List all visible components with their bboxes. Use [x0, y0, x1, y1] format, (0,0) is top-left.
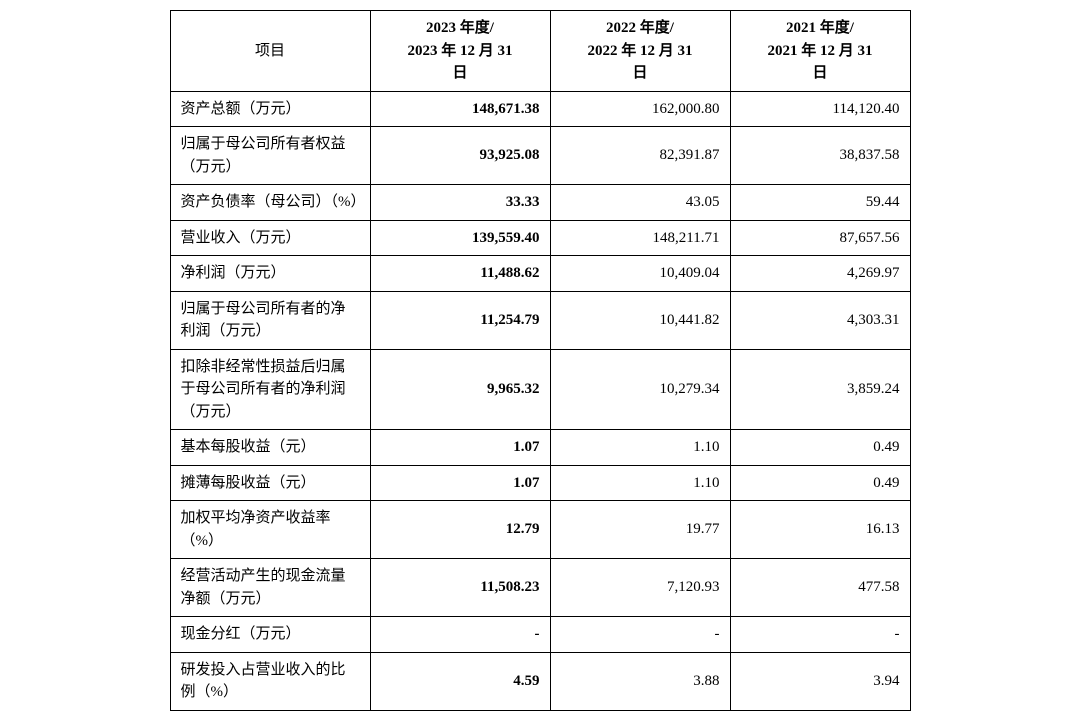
- row-value-2022: 148,211.71: [550, 220, 730, 256]
- table-row: 经营活动产生的现金流量净额（万元） 11,508.23 7,120.93 477…: [170, 559, 910, 617]
- table-row: 现金分红（万元） - - -: [170, 617, 910, 653]
- table-header-row: 项目 2023 年度/2023 年 12 月 31日 2022 年度/2022 …: [170, 11, 910, 92]
- row-value-2023: 1.07: [370, 430, 550, 466]
- row-label: 资产负债率（母公司）（%）: [170, 185, 370, 221]
- table-row: 营业收入（万元） 139,559.40 148,211.71 87,657.56: [170, 220, 910, 256]
- row-label: 基本每股收益（元）: [170, 430, 370, 466]
- header-year-2021: 2021 年度/2021 年 12 月 31日: [730, 11, 910, 92]
- row-value-2023: 33.33: [370, 185, 550, 221]
- row-value-2022: 1.10: [550, 465, 730, 501]
- table-row: 资产总额（万元） 148,671.38 162,000.80 114,120.4…: [170, 91, 910, 127]
- row-label: 归属于母公司所有者权益（万元）: [170, 127, 370, 185]
- row-value-2023: 148,671.38: [370, 91, 550, 127]
- row-value-2021: 0.49: [730, 465, 910, 501]
- table-row: 研发投入占营业收入的比例（%） 4.59 3.88 3.94: [170, 652, 910, 710]
- row-value-2022: 82,391.87: [550, 127, 730, 185]
- row-value-2021: 477.58: [730, 559, 910, 617]
- row-value-2023: 12.79: [370, 501, 550, 559]
- row-value-2023: 93,925.08: [370, 127, 550, 185]
- row-value-2022: 3.88: [550, 652, 730, 710]
- table-row: 扣除非经常性损益后归属于母公司所有者的净利润（万元） 9,965.32 10,2…: [170, 349, 910, 430]
- header-year-2022: 2022 年度/2022 年 12 月 31日: [550, 11, 730, 92]
- row-value-2021: 3.94: [730, 652, 910, 710]
- row-value-2022: 1.10: [550, 430, 730, 466]
- row-label: 经营活动产生的现金流量净额（万元）: [170, 559, 370, 617]
- row-value-2022: 10,441.82: [550, 291, 730, 349]
- row-value-2023: -: [370, 617, 550, 653]
- row-value-2021: 3,859.24: [730, 349, 910, 430]
- row-value-2022: -: [550, 617, 730, 653]
- table-body: 资产总额（万元） 148,671.38 162,000.80 114,120.4…: [170, 91, 910, 710]
- row-label: 归属于母公司所有者的净利润（万元）: [170, 291, 370, 349]
- row-label: 扣除非经常性损益后归属于母公司所有者的净利润（万元）: [170, 349, 370, 430]
- row-label: 研发投入占营业收入的比例（%）: [170, 652, 370, 710]
- row-value-2021: 59.44: [730, 185, 910, 221]
- row-label: 净利润（万元）: [170, 256, 370, 292]
- financial-table: 项目 2023 年度/2023 年 12 月 31日 2022 年度/2022 …: [170, 10, 911, 711]
- table-row: 归属于母公司所有者权益（万元） 93,925.08 82,391.87 38,8…: [170, 127, 910, 185]
- row-value-2023: 11,508.23: [370, 559, 550, 617]
- row-value-2022: 43.05: [550, 185, 730, 221]
- row-value-2022: 19.77: [550, 501, 730, 559]
- row-value-2023: 1.07: [370, 465, 550, 501]
- table-row: 净利润（万元） 11,488.62 10,409.04 4,269.97: [170, 256, 910, 292]
- row-label: 摊薄每股收益（元）: [170, 465, 370, 501]
- row-value-2021: 38,837.58: [730, 127, 910, 185]
- row-label: 资产总额（万元）: [170, 91, 370, 127]
- row-value-2022: 7,120.93: [550, 559, 730, 617]
- row-value-2023: 11,488.62: [370, 256, 550, 292]
- table-row: 归属于母公司所有者的净利润（万元） 11,254.79 10,441.82 4,…: [170, 291, 910, 349]
- row-value-2023: 9,965.32: [370, 349, 550, 430]
- table-row: 资产负债率（母公司）（%） 33.33 43.05 59.44: [170, 185, 910, 221]
- row-value-2022: 10,409.04: [550, 256, 730, 292]
- row-value-2021: 4,269.97: [730, 256, 910, 292]
- row-value-2021: 0.49: [730, 430, 910, 466]
- row-value-2022: 10,279.34: [550, 349, 730, 430]
- table-row: 摊薄每股收益（元） 1.07 1.10 0.49: [170, 465, 910, 501]
- row-label: 现金分红（万元）: [170, 617, 370, 653]
- row-value-2023: 139,559.40: [370, 220, 550, 256]
- row-value-2022: 162,000.80: [550, 91, 730, 127]
- row-value-2021: -: [730, 617, 910, 653]
- row-value-2023: 4.59: [370, 652, 550, 710]
- row-value-2021: 87,657.56: [730, 220, 910, 256]
- row-value-2021: 16.13: [730, 501, 910, 559]
- row-value-2023: 11,254.79: [370, 291, 550, 349]
- header-item: 项目: [170, 11, 370, 92]
- row-value-2021: 4,303.31: [730, 291, 910, 349]
- row-label: 营业收入（万元）: [170, 220, 370, 256]
- table-row: 基本每股收益（元） 1.07 1.10 0.49: [170, 430, 910, 466]
- row-label: 加权平均净资产收益率（%）: [170, 501, 370, 559]
- row-value-2021: 114,120.40: [730, 91, 910, 127]
- header-year-2023: 2023 年度/2023 年 12 月 31日: [370, 11, 550, 92]
- table-row: 加权平均净资产收益率（%） 12.79 19.77 16.13: [170, 501, 910, 559]
